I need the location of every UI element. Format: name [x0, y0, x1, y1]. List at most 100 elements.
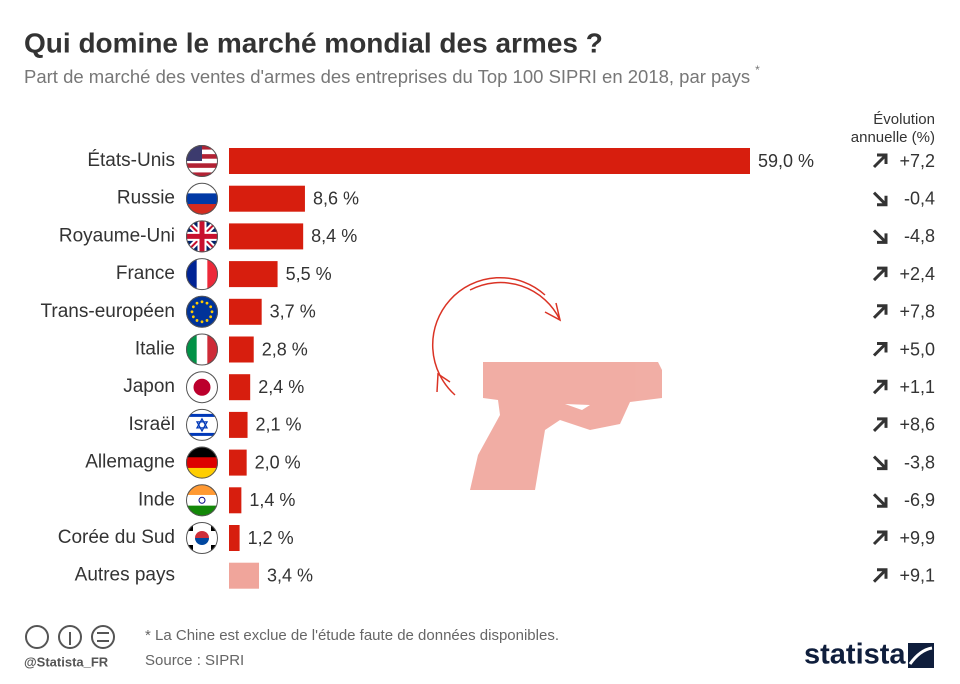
arrow-head	[436, 372, 451, 393]
evolution-arrow	[872, 153, 888, 169]
flag-stripe	[196, 258, 208, 291]
bar	[229, 562, 260, 589]
flag-stripe	[186, 333, 198, 366]
bar	[229, 411, 248, 438]
value-label: 3,7 %	[270, 302, 316, 322]
flag-border	[186, 522, 218, 554]
flag-stripe	[186, 204, 218, 215]
value-label: 2,4 %	[258, 377, 304, 397]
value-label: 2,0 %	[255, 452, 301, 472]
flag-star	[195, 319, 199, 322]
category-label: Royaume-Uni	[59, 225, 175, 246]
category-label: États-Unis	[87, 150, 175, 171]
handle: @Statista_FR	[24, 654, 109, 669]
flag-dot	[198, 496, 206, 504]
evolution-arrow	[872, 568, 888, 583]
flag-stripe	[186, 163, 218, 169]
flag-border	[186, 295, 218, 328]
circle-arrow	[469, 281, 561, 321]
flag-star	[205, 319, 209, 322]
flag-star	[195, 417, 209, 433]
circle-arrow	[432, 277, 546, 396]
brand-icon	[908, 643, 934, 668]
evolution-label: +2,4	[899, 264, 935, 284]
value-label: 5,5 %	[286, 264, 332, 284]
category-label: France	[116, 263, 175, 284]
flag-star	[200, 320, 204, 324]
evolution-arrow	[872, 417, 888, 432]
flag-stripe	[186, 467, 218, 479]
flag-stripe	[186, 158, 218, 164]
subtitle-mark: *	[755, 63, 760, 77]
flag-dot	[193, 378, 211, 396]
decoration	[432, 277, 662, 490]
evolution-label: +7,8	[899, 302, 935, 322]
flag-border	[186, 333, 218, 366]
source: Source : SIPRI	[145, 652, 244, 669]
subtitle-text: Part de marché des ventes d'armes des en…	[24, 66, 750, 87]
category-label: Autres pays	[75, 565, 175, 586]
footer: @Statista_FR * La Chine est exclue de l'…	[24, 625, 934, 671]
value-label: 8,4 %	[311, 226, 357, 246]
value-label: 59,0 %	[758, 151, 814, 171]
evolution-arrow	[872, 266, 888, 282]
flag-border	[186, 145, 218, 177]
flag-star	[191, 315, 195, 319]
bar	[229, 148, 750, 174]
flag-cross	[186, 220, 218, 253]
flag-stripe	[207, 258, 218, 291]
flag-taeguk	[195, 538, 209, 545]
category-label: Inde	[138, 489, 175, 510]
flag-star	[195, 301, 199, 305]
evolution-arrow	[872, 530, 888, 546]
evolution-arrow	[872, 191, 888, 207]
flag-border	[186, 484, 218, 517]
flag-stripe	[186, 413, 218, 417]
flag-star	[209, 305, 213, 309]
evolution-arrow	[872, 342, 888, 357]
bar	[229, 185, 305, 212]
flag-taeguk	[195, 531, 209, 538]
flag-stripe	[186, 446, 218, 458]
evolution-header: Évolution	[873, 111, 935, 128]
flag-stripe	[186, 505, 218, 517]
flag-stripe	[186, 432, 218, 436]
value-label: 1,2 %	[248, 528, 294, 548]
flag-star	[205, 301, 209, 305]
flag-star	[209, 315, 213, 319]
flag-stripe	[186, 258, 198, 291]
category-label: Corée du Sud	[58, 527, 175, 548]
evolution-header: annuelle (%)	[851, 129, 935, 146]
category-label: Trans-européen	[41, 301, 175, 322]
bar	[229, 525, 240, 551]
flag-stripe	[186, 484, 218, 496]
evolution-arrow	[872, 493, 888, 508]
value-label: 1,4 %	[249, 490, 295, 510]
evolution-label: +9,9	[899, 528, 935, 548]
flag-stripe	[186, 457, 218, 469]
bar	[229, 223, 304, 250]
flag-border	[186, 258, 218, 291]
brand-logo: statista	[804, 639, 906, 671]
evolution-label: +7,2	[899, 151, 935, 171]
category-label: Japon	[123, 376, 175, 397]
evolution-label: -0,4	[904, 188, 935, 208]
pistol	[470, 362, 662, 490]
bar	[229, 298, 262, 325]
flag-stripe	[207, 333, 218, 366]
evolution-label: +1,1	[899, 377, 935, 397]
evolution-label: +5,0	[899, 339, 935, 359]
evolution-arrow	[872, 229, 888, 244]
evolution-label: +9,1	[899, 565, 935, 585]
license-icons	[25, 625, 115, 649]
brand-icon-wave	[908, 646, 933, 665]
flag-star	[191, 305, 195, 309]
flag-star	[200, 300, 204, 304]
bar	[229, 449, 247, 476]
flag-stripe	[186, 193, 218, 205]
flag-border	[186, 371, 218, 404]
flag-stripe	[186, 172, 218, 177]
evolution-label: -4,8	[904, 226, 935, 246]
footnote: * La Chine est exclue de l'étude faute d…	[145, 627, 559, 644]
